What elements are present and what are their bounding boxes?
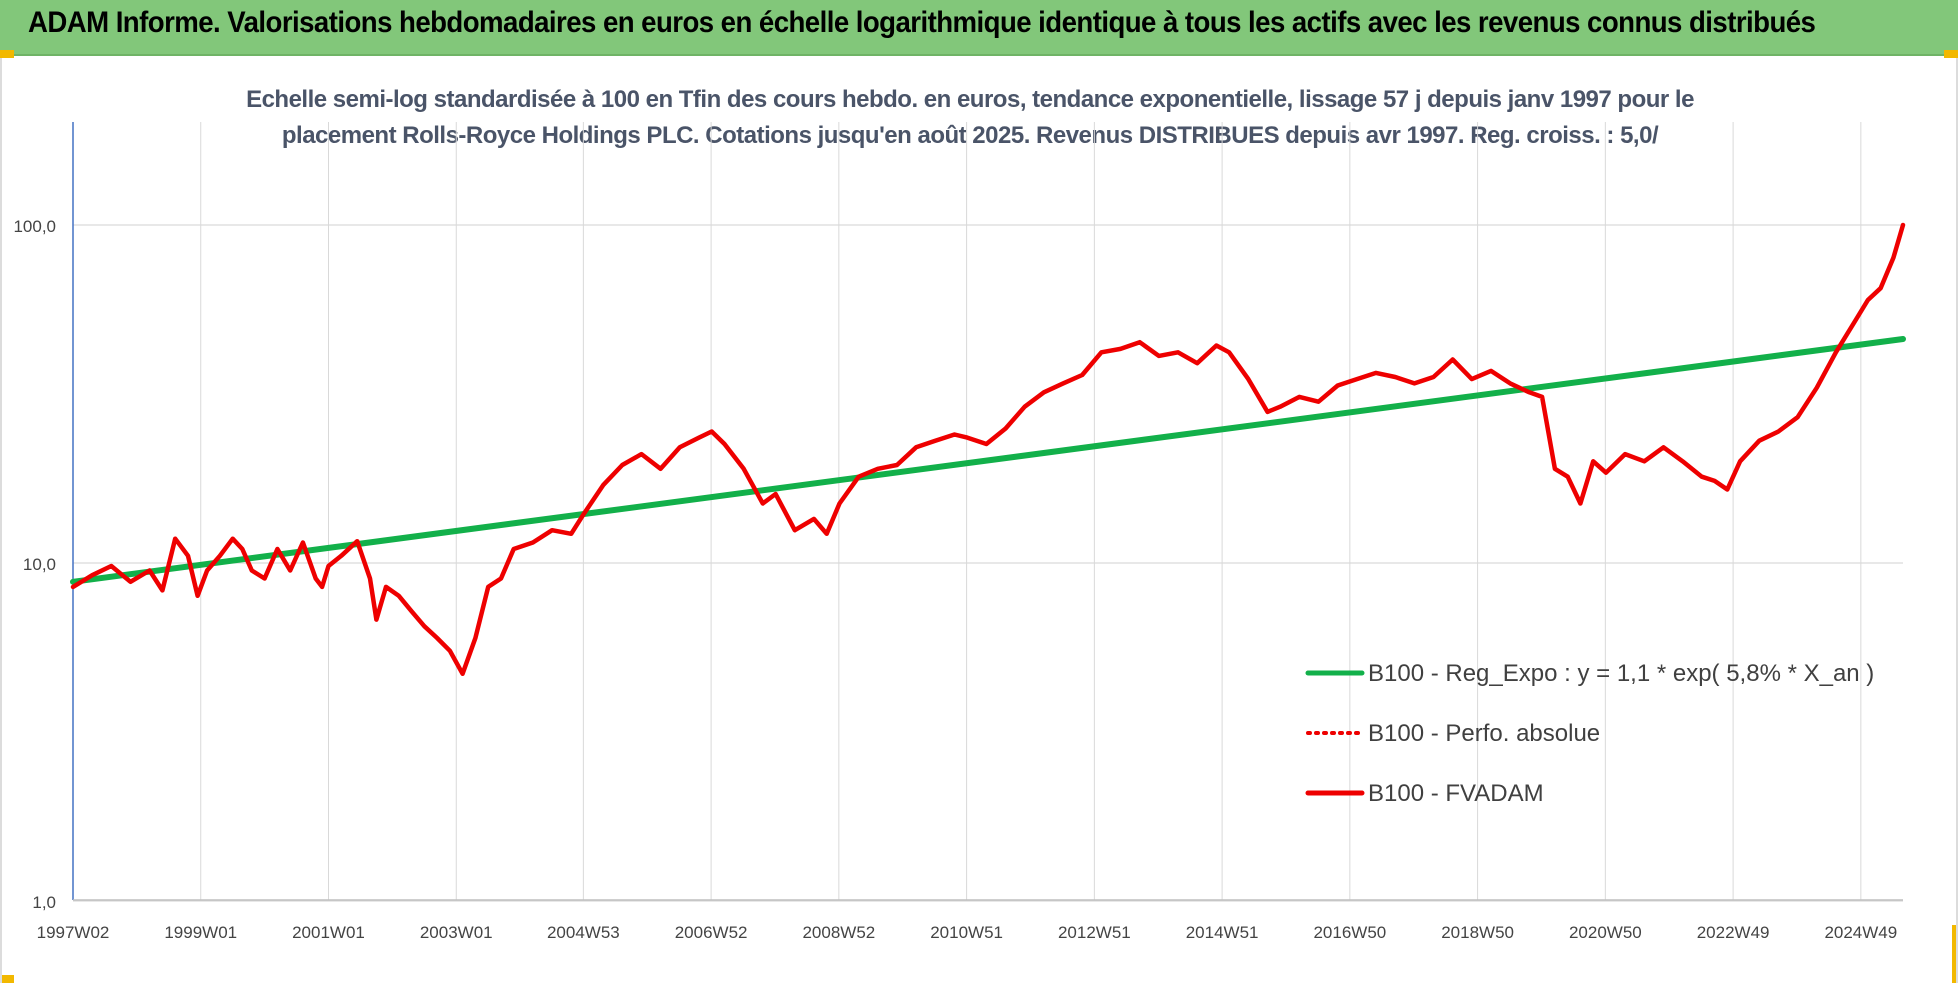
corner-accent-bottom-right: [1952, 925, 1958, 983]
x-tick-label: 1999W01: [164, 923, 237, 942]
y-tick-label: 10,0: [23, 555, 56, 574]
legend-label-fvadam: B100 - FVADAM: [1368, 780, 1544, 807]
corner-accent-top-left: [0, 50, 14, 58]
chart-title-line-2: placement Rolls-Royce Holdings PLC. Cota…: [281, 122, 1659, 149]
line-fvadam: [70, 222, 1906, 677]
y-tick-label: 100,0: [13, 217, 56, 236]
chart-frame: [0, 58, 1958, 983]
x-tick-label: 1997W02: [37, 923, 110, 942]
x-tick-label: 2006W52: [675, 923, 748, 942]
corner-accent-top-right: [1944, 50, 1958, 58]
legend-label-reg-expo: B100 - Reg_Expo : y = 1,1 * exp( 5,8% * …: [1368, 660, 1874, 687]
chart-title-line-1: Echelle semi-log standardisée à 100 en T…: [246, 86, 1694, 113]
x-tick-label: 2012W51: [1058, 923, 1131, 942]
corner-accent-bottom-left: [0, 975, 14, 983]
x-tick-label: 2024W49: [1824, 923, 1897, 942]
x-tick-label: 2020W50: [1569, 923, 1642, 942]
x-tick-label: 2022W49: [1697, 923, 1770, 942]
y-tick-label: 1,0: [32, 893, 56, 912]
page-title: ADAM Informe. Valorisations hebdomadaire…: [28, 6, 1816, 39]
legend-label-perfo-absolue: B100 - Perfo. absolue: [1368, 720, 1600, 747]
x-tick-label: 2014W51: [1186, 923, 1259, 942]
x-tick-label: 2008W52: [802, 923, 875, 942]
x-tick-label: 2003W01: [420, 923, 493, 942]
x-tick-label: 2004W53: [547, 923, 620, 942]
x-tick-label: 2018W50: [1441, 923, 1514, 942]
header-bar: ADAM Informe. Valorisations hebdomadaire…: [0, 0, 1958, 56]
x-tick-label: 2016W50: [1313, 923, 1386, 942]
x-tick-label: 2010W51: [930, 923, 1003, 942]
x-tick-label: 2001W01: [292, 923, 365, 942]
trend-line-reg-expo: [70, 336, 1906, 585]
